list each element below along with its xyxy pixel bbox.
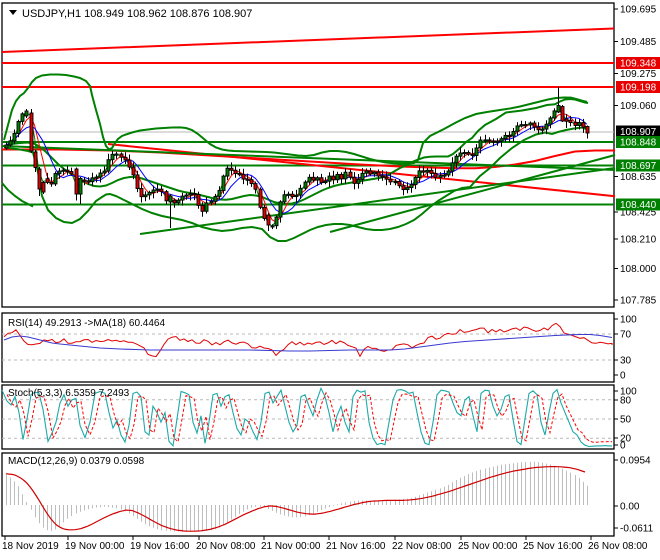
svg-text:19 Nov 16:00: 19 Nov 16:00 (130, 541, 190, 552)
svg-text:109.485: 109.485 (620, 37, 657, 48)
svg-text:26 Nov 08:00: 26 Nov 08:00 (588, 541, 648, 552)
svg-text:19 Nov 00:00: 19 Nov 00:00 (65, 541, 125, 552)
svg-text:30: 30 (620, 356, 632, 367)
svg-text:22 Nov 08:00: 22 Nov 08:00 (392, 541, 452, 552)
svg-text:108.697: 108.697 (620, 161, 657, 172)
svg-text:21 Nov 00:00: 21 Nov 00:00 (261, 541, 321, 552)
svg-text:109.348: 109.348 (620, 59, 657, 70)
svg-text:20: 20 (620, 434, 632, 445)
svg-text:108.635: 108.635 (620, 172, 657, 183)
svg-text:USDJPY,H1 108.949 108.962 108: USDJPY,H1 108.949 108.962 108.876 108.90… (22, 8, 252, 20)
svg-text:0: 0 (620, 441, 626, 452)
svg-text:108.425: 108.425 (620, 208, 657, 219)
svg-text:100: 100 (620, 387, 637, 398)
svg-text:107.785: 107.785 (620, 296, 657, 307)
svg-text:0: 0 (620, 371, 626, 382)
svg-text:108.000: 108.000 (620, 264, 657, 275)
svg-text:108.210: 108.210 (620, 235, 657, 246)
svg-text:108.848: 108.848 (620, 138, 657, 149)
svg-text:70: 70 (620, 330, 632, 341)
svg-text:108.440: 108.440 (620, 200, 657, 211)
svg-text:20 Nov 08:00: 20 Nov 08:00 (196, 541, 256, 552)
svg-text:MACD(12,26,9) 0.0379 0.0598: MACD(12,26,9) 0.0379 0.0598 (8, 456, 145, 467)
svg-text:25 Nov 16:00: 25 Nov 16:00 (523, 541, 583, 552)
svg-text:109.275: 109.275 (620, 69, 657, 80)
svg-text:108.907: 108.907 (620, 127, 657, 138)
svg-text:-0.0611: -0.0611 (620, 524, 654, 535)
svg-text:109.695: 109.695 (620, 5, 657, 16)
svg-text:80: 80 (620, 396, 632, 407)
svg-text:21 Nov 16:00: 21 Nov 16:00 (326, 541, 386, 552)
svg-text:109.198: 109.198 (620, 83, 657, 94)
svg-text:0.0954: 0.0954 (620, 456, 651, 467)
svg-text:RSI(14) 49.2913 ->MA(18) 60.4: RSI(14) 49.2913 ->MA(18) 60.4464 (8, 318, 165, 329)
svg-text:25 Nov 00:00: 25 Nov 00:00 (458, 541, 518, 552)
svg-text:50: 50 (620, 415, 632, 426)
svg-text:109.060: 109.060 (620, 101, 657, 112)
svg-text:0.00: 0.00 (620, 502, 640, 513)
svg-text:100: 100 (620, 315, 637, 326)
svg-text:18 Nov 2019: 18 Nov 2019 (2, 541, 59, 552)
svg-text:Stoch(5,3,3) 6.5359 7.2493: Stoch(5,3,3) 6.5359 7.2493 (8, 388, 130, 399)
